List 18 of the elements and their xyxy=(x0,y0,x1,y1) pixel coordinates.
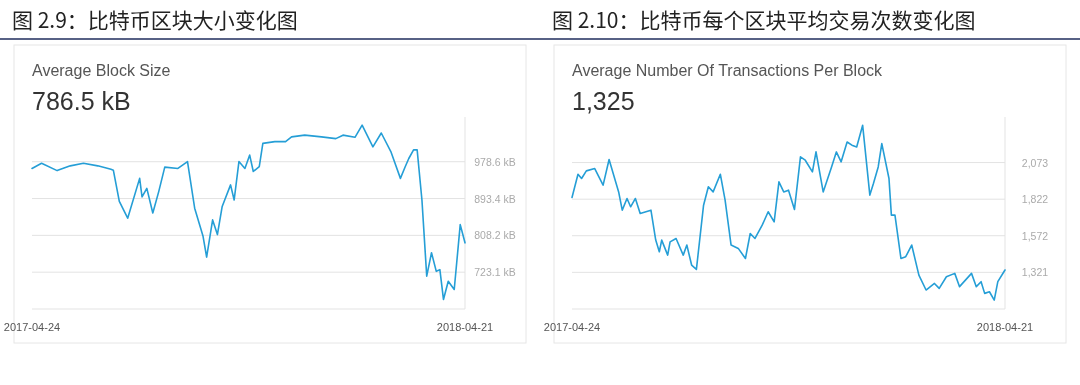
annotation: 1,325 xyxy=(572,87,635,115)
title: 图 2.9：比特币区块大小变化图 xyxy=(12,4,298,34)
ytick: 978.6 kB xyxy=(474,155,516,168)
ytick: 1,572 xyxy=(1021,229,1049,242)
xtick: 2018-04-21 xyxy=(436,321,494,333)
title: 图 2.10：比特币每个区块平均交易次数变化图 xyxy=(552,4,976,34)
xtick: 2017-04-24 xyxy=(543,321,601,333)
ytick: 723.1 kB xyxy=(474,266,516,279)
ytick: 808.2 kB xyxy=(474,229,516,242)
xtick: 2017-04-24 xyxy=(3,321,61,333)
ytick: 2,073 xyxy=(1021,156,1049,169)
annotation: 786.5 kB xyxy=(32,87,131,115)
ytick: 1,321 xyxy=(1021,266,1049,279)
ytick: 893.4 kB xyxy=(474,192,516,205)
ytick: 1,822 xyxy=(1021,193,1049,206)
xtick: 2018-04-21 xyxy=(976,321,1034,333)
subtitle: Average Block Size xyxy=(32,62,171,79)
subtitle: Average Number Of Transactions Per Block xyxy=(572,62,883,79)
